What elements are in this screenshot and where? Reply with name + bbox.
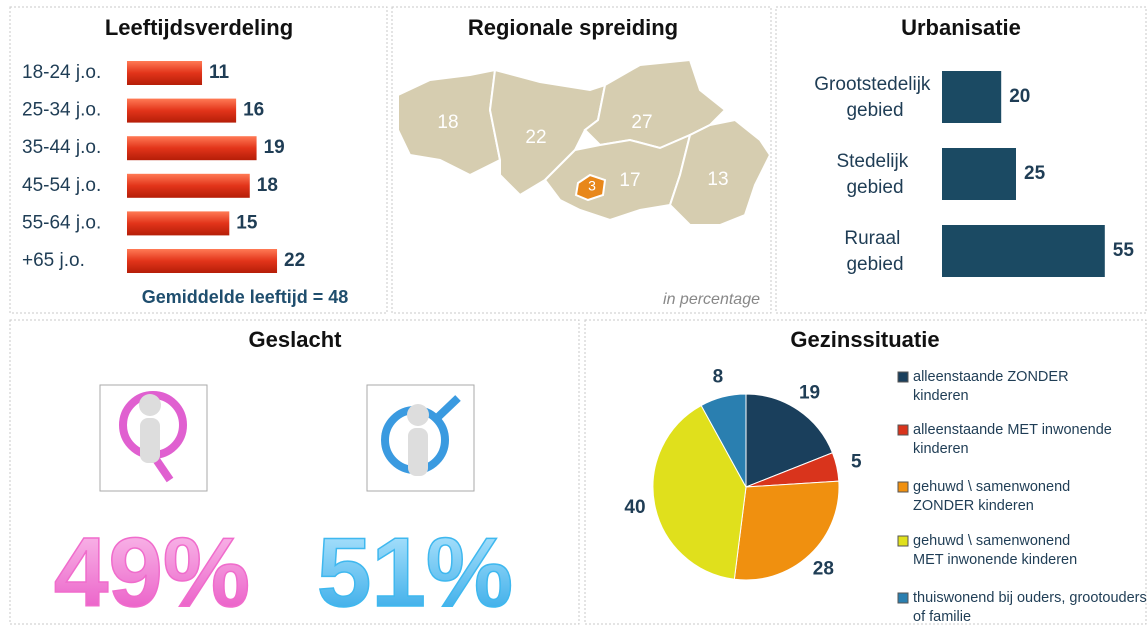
category-label: 18-24 j.o. bbox=[22, 62, 101, 83]
value-label: 5 bbox=[851, 451, 862, 472]
region-label: 13 bbox=[707, 169, 728, 190]
male-icon bbox=[366, 384, 475, 492]
value-label: 22 bbox=[284, 250, 305, 271]
female-icon bbox=[99, 384, 208, 492]
chart-title: Gezinssituatie bbox=[790, 327, 939, 352]
bar bbox=[127, 211, 230, 236]
percentage: 51% bbox=[317, 517, 513, 625]
chart-title: Leeftijdsverdeling bbox=[105, 15, 293, 40]
region-label: 3 bbox=[588, 178, 596, 194]
value-label: 15 bbox=[236, 212, 258, 233]
legend-label: alleenstaande MET inwonende kinderen bbox=[913, 422, 1116, 457]
region bbox=[668, 118, 772, 226]
value-label: 20 bbox=[1009, 86, 1030, 107]
bar bbox=[127, 61, 203, 85]
category-label: +65 j.o. bbox=[22, 250, 85, 271]
pie-slice bbox=[700, 393, 747, 488]
legend-swatch bbox=[897, 371, 909, 383]
category-label: 25-34 j.o. bbox=[22, 100, 101, 121]
value-label: 16 bbox=[243, 100, 264, 121]
bar bbox=[942, 225, 1105, 277]
legend-label: gehuwd \ samenwonend ZONDER kinderen bbox=[913, 479, 1074, 514]
annotation: Gemiddelde leeftijd = 48 bbox=[142, 287, 349, 307]
annotation: in percentage bbox=[663, 291, 760, 308]
bar bbox=[127, 136, 257, 161]
category-label: 35-44 j.o. bbox=[22, 137, 101, 158]
region-label: 18 bbox=[437, 112, 458, 133]
value-label: 55 bbox=[1113, 240, 1135, 261]
category-label: Stedelijk gebied bbox=[836, 151, 913, 198]
value-label: 11 bbox=[209, 62, 230, 83]
region-label: 22 bbox=[525, 127, 546, 148]
bar bbox=[127, 98, 237, 123]
value-label: 19 bbox=[799, 383, 820, 404]
value-label: 8 bbox=[713, 367, 724, 388]
category-label: Ruraal gebied bbox=[844, 228, 905, 275]
bar bbox=[127, 249, 278, 273]
legend-swatch bbox=[897, 535, 909, 547]
bar bbox=[942, 148, 1016, 200]
chart-title: Urbanisatie bbox=[901, 15, 1021, 40]
legend-label: thuiswonend bij ouders, grootouders of f… bbox=[913, 590, 1148, 625]
value-label: 25 bbox=[1024, 163, 1046, 184]
category-label: 45-54 j.o. bbox=[22, 175, 101, 196]
pie-slice bbox=[745, 393, 834, 488]
region bbox=[574, 173, 607, 202]
bar bbox=[942, 71, 1002, 123]
category-label: 55-64 j.o. bbox=[22, 212, 101, 233]
bar bbox=[127, 173, 250, 198]
region-label: 27 bbox=[631, 112, 652, 133]
chart-title: Regionale spreiding bbox=[468, 15, 678, 40]
legend-swatch bbox=[897, 592, 909, 604]
value-label: 28 bbox=[813, 558, 834, 579]
pie-slice bbox=[733, 480, 840, 581]
chart-title: Geslacht bbox=[249, 327, 343, 352]
percentage: 49% bbox=[54, 517, 250, 625]
legend-swatch bbox=[897, 481, 909, 493]
value-label: 19 bbox=[264, 137, 285, 158]
pie-slice bbox=[652, 404, 747, 580]
value-label: 40 bbox=[624, 497, 645, 518]
legend-swatch bbox=[897, 424, 909, 436]
region-label: 17 bbox=[619, 170, 640, 191]
value-label: 18 bbox=[257, 175, 278, 196]
legend-label: gehuwd \ samenwonend MET inwonende kinde… bbox=[913, 533, 1077, 568]
legend-label: alleenstaande ZONDER kinderen bbox=[913, 369, 1073, 404]
category-label: Grootstedelijk gebied bbox=[814, 74, 935, 121]
